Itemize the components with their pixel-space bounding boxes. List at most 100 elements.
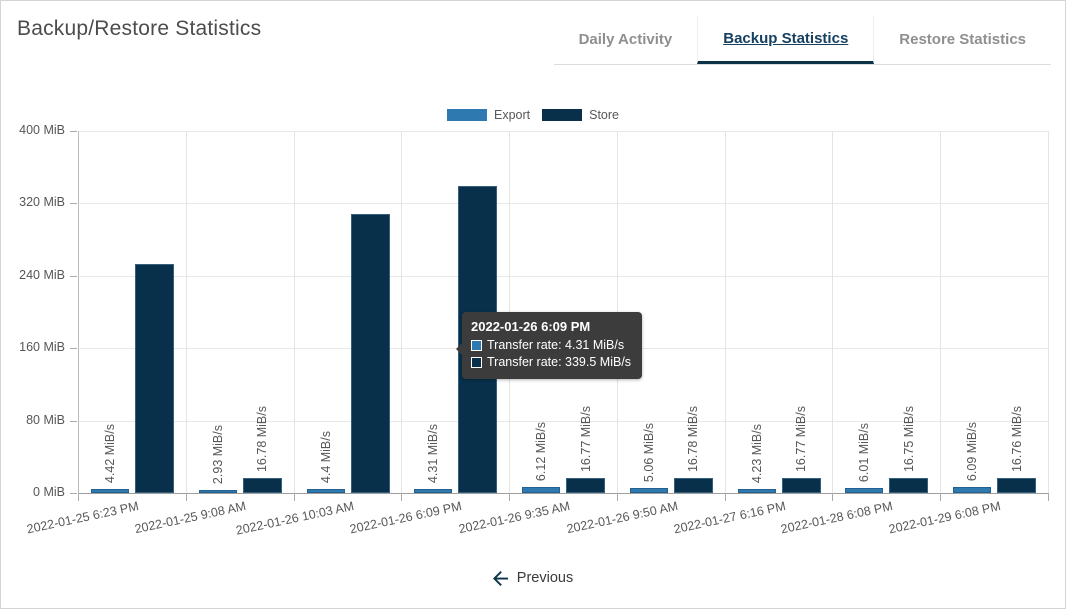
bar-store-5[interactable]: [673, 478, 713, 493]
arrow-left-icon: [492, 570, 508, 586]
tab-daily-activity[interactable]: Daily Activity: [578, 31, 673, 48]
pagination-bar: Previous: [1, 570, 1065, 586]
y-axis-tick: [70, 275, 77, 277]
bar-export-4[interactable]: [522, 487, 561, 493]
v-gridline: [832, 131, 834, 493]
h-gridline: [79, 203, 1049, 205]
bar-value-label: 5.06 MiB/s: [641, 422, 656, 482]
y-axis-label: 160 MiB: [19, 340, 65, 355]
h-gridline: [79, 131, 1049, 132]
tooltip-row-export: Transfer rate: 4.31 MiB/s: [471, 337, 631, 354]
legend-item-export[interactable]: Export: [446, 108, 531, 122]
x-axis-label: 2022-01-28 6:08 PM: [779, 499, 895, 537]
bar-export-8[interactable]: [953, 487, 992, 493]
bar-export-6[interactable]: [737, 489, 776, 493]
legend-item-store[interactable]: Store: [542, 108, 619, 122]
legend-swatch-export-icon: [446, 109, 487, 121]
bar-value-label: 4.23 MiB/s: [749, 423, 764, 483]
bar-value-label: 16.75 MiB/s: [901, 405, 916, 472]
x-axis-label: 2022-01-25 9:08 AM: [133, 499, 248, 537]
y-axis-label: 320 MiB: [19, 195, 65, 210]
x-axis-tick: [724, 493, 726, 501]
tab-strip: Daily Activity Backup Statistics Restore…: [553, 16, 1051, 65]
legend-swatch-store-icon: [542, 109, 583, 121]
tooltip-swatch-store-icon: [471, 357, 482, 368]
tooltip-arrow-icon: [456, 343, 462, 355]
v-gridline: [1048, 131, 1049, 493]
bar-value-label: 6.12 MiB/s: [534, 421, 549, 481]
page-title: Backup/Restore Statistics: [17, 17, 262, 40]
bar-value-label: 4.42 MiB/s: [103, 423, 117, 483]
x-axis-tick: [616, 493, 618, 501]
y-axis-tick: [70, 203, 77, 205]
tooltip-title: 2022-01-26 6:09 PM: [471, 319, 591, 334]
bar-export-1[interactable]: [198, 490, 237, 493]
bar-store-7[interactable]: [889, 478, 929, 493]
y-axis-label: 400 MiB: [19, 123, 65, 137]
x-axis-label: 2022-01-29 6:08 PM: [887, 499, 1003, 537]
tab-backup-statistics[interactable]: Backup Statistics: [697, 16, 875, 64]
bar-value-label: 2.93 MiB/s: [210, 424, 225, 484]
h-gridline: [79, 420, 1049, 422]
y-axis-tick: [70, 131, 77, 132]
bar-store-1[interactable]: [242, 478, 282, 493]
v-gridline: [940, 131, 942, 493]
bar-value-label: 16.76 MiB/s: [1009, 405, 1024, 472]
bar-store-0[interactable]: [135, 264, 174, 493]
y-axis-label: 0 MiB: [33, 485, 65, 499]
v-gridline: [185, 131, 187, 493]
bar-value-label: 16.77 MiB/s: [794, 405, 809, 472]
x-axis-label: 2022-01-26 9:35 AM: [457, 499, 571, 537]
bar-store-8[interactable]: [997, 478, 1037, 493]
x-axis-tick: [832, 493, 834, 501]
legend-label-export: Export: [493, 108, 531, 122]
bar-value-label: 16.78 MiB/s: [686, 405, 701, 472]
tooltip-swatch-export-icon: [471, 340, 482, 351]
bar-export-2[interactable]: [306, 489, 345, 493]
bar-export-7[interactable]: [845, 488, 884, 493]
bar-value-label: 4.4 MiB/s: [318, 430, 333, 483]
y-axis-label: 240 MiB: [19, 267, 65, 282]
x-axis-tick: [509, 493, 511, 501]
v-gridline: [293, 131, 295, 493]
x-axis-tick: [185, 493, 187, 501]
bar-value-label: 6.09 MiB/s: [965, 421, 980, 481]
previous-button-label: Previous: [516, 570, 574, 586]
bar-value-label: 4.31 MiB/s: [426, 423, 441, 483]
x-axis-label: 2022-01-26 9:50 AM: [564, 499, 679, 537]
x-axis-tick: [1048, 493, 1049, 501]
y-axis-label: 80 MiB: [26, 412, 65, 427]
bar-export-3[interactable]: [414, 489, 453, 493]
legend-label-store: Store: [589, 108, 620, 122]
bar-export-5[interactable]: [629, 488, 668, 493]
tooltip-text-store: Transfer rate: 339.5 MiB/s: [487, 355, 632, 369]
x-axis-label: 2022-01-26 10:03 AM: [234, 499, 356, 538]
bar-store-4[interactable]: [566, 478, 606, 493]
y-axis-tick: [70, 493, 77, 494]
bar-value-label: 16.78 MiB/s: [255, 405, 270, 472]
x-axis-tick: [940, 493, 942, 501]
bar-value-label: 16.77 MiB/s: [578, 405, 593, 472]
v-gridline: [724, 131, 726, 493]
x-axis-tick: [293, 493, 295, 501]
y-axis-tick: [70, 348, 77, 350]
chart-tooltip: 2022-01-26 6:09 PM Transfer rate: 4.31 M…: [456, 312, 643, 379]
chart-legend: Export Store: [1, 108, 1065, 122]
v-gridline: [401, 131, 403, 493]
tooltip-row-store: Transfer rate: 339.5 MiB/s: [471, 354, 631, 371]
bar-export-0[interactable]: [91, 489, 129, 493]
bar-store-2[interactable]: [350, 214, 390, 493]
x-axis-tick: [78, 493, 79, 501]
bar-value-label: 6.01 MiB/s: [857, 422, 872, 482]
tab-restore-statistics[interactable]: Restore Statistics: [899, 31, 1026, 48]
y-axis-tick: [70, 420, 77, 422]
h-gridline: [79, 275, 1049, 277]
bar-store-6[interactable]: [781, 478, 821, 493]
x-axis-label: 2022-01-27 6:16 PM: [672, 499, 787, 537]
tooltip-text-export: Transfer rate: 4.31 MiB/s: [487, 338, 625, 352]
x-axis-label: 2022-01-25 6:23 PM: [25, 499, 140, 537]
x-axis-tick: [401, 493, 403, 501]
previous-button[interactable]: Previous: [492, 570, 574, 586]
x-axis-label: 2022-01-26 6:09 PM: [348, 499, 464, 537]
